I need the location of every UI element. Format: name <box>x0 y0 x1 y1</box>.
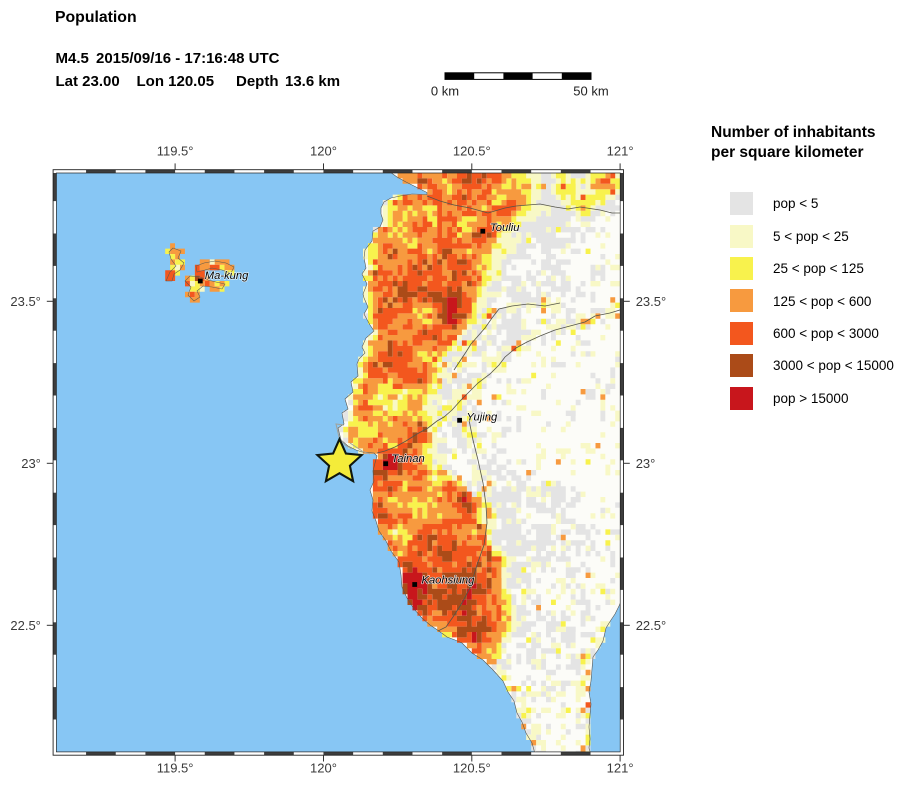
svg-text:Ma-kung: Ma-kung <box>205 270 249 282</box>
svg-text:22.5°: 22.5° <box>10 618 41 633</box>
svg-text:Kaohsiung: Kaohsiung <box>422 575 476 587</box>
svg-text:120°: 120° <box>310 144 337 159</box>
svg-text:Tainan: Tainan <box>392 453 425 465</box>
svg-text:119.5°: 119.5° <box>157 144 194 159</box>
svg-text:Touliu: Touliu <box>490 222 519 234</box>
svg-text:50 km: 50 km <box>573 84 608 99</box>
svg-text:121°: 121° <box>607 760 634 775</box>
svg-text:23°: 23° <box>636 456 656 471</box>
svg-text:120.5°: 120.5° <box>453 144 491 159</box>
svg-text:121°: 121° <box>607 144 634 159</box>
svg-text:0 km: 0 km <box>431 84 459 99</box>
svg-text:120.5°: 120.5° <box>453 760 491 775</box>
svg-text:23.5°: 23.5° <box>636 294 667 309</box>
svg-text:Yujing: Yujing <box>467 412 498 424</box>
svg-text:119.5°: 119.5° <box>157 760 194 775</box>
svg-text:23°: 23° <box>21 456 41 471</box>
svg-text:22.5°: 22.5° <box>636 618 667 633</box>
svg-text:120°: 120° <box>310 760 337 775</box>
svg-text:23.5°: 23.5° <box>10 294 41 309</box>
